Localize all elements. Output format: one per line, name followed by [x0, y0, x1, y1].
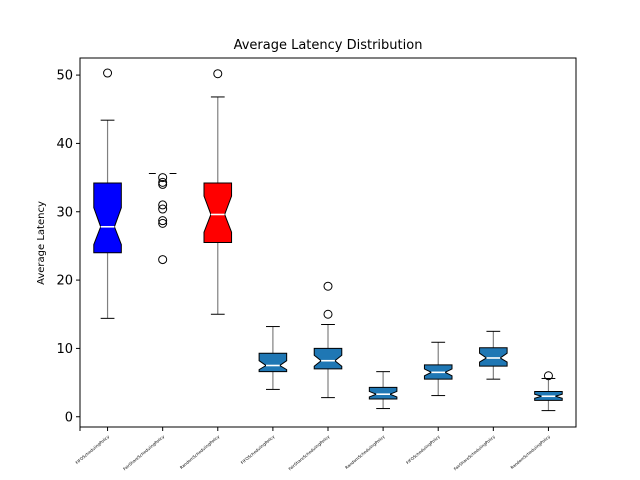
- x-tick-label: FIFOSchedulingPolicy: [74, 434, 110, 466]
- x-tick-label: FairShareSchedulingPolicy: [453, 434, 497, 472]
- chart-title: Average Latency Distribution: [234, 38, 423, 53]
- plot-area: [93, 68, 563, 412]
- outlier-point: [158, 218, 168, 228]
- outlier-point: [158, 200, 168, 210]
- box-body: [479, 347, 508, 367]
- outlier-point: [323, 281, 333, 291]
- y-tick-label: 30: [56, 205, 73, 220]
- box-body: [258, 352, 288, 373]
- x-axis: FIFOSchedulingPolicy FairShareSchedulingP…: [74, 427, 552, 472]
- outlier-point: [158, 216, 168, 226]
- x-tick-label: FairShareSchedulingPolicy: [122, 434, 166, 472]
- x-tick-label: FIFOSchedulingPolicy: [405, 434, 441, 466]
- y-tick-label: 50: [56, 69, 73, 84]
- outlier-point: [213, 69, 223, 79]
- outlier-point: [158, 177, 168, 187]
- outlier-point: [543, 371, 553, 381]
- y-tick-label: 20: [56, 274, 73, 289]
- y-axis-label: Average Latency: [36, 201, 47, 285]
- outlier-point: [158, 179, 168, 189]
- y-tick-label: 10: [56, 342, 73, 357]
- box-body: [203, 182, 233, 243]
- outlier-point: [323, 309, 333, 319]
- outlier-point: [103, 68, 113, 78]
- box-body: [313, 347, 343, 370]
- outlier-point: [158, 173, 168, 183]
- x-tick-label: RandomSchedulingPolicy: [344, 434, 386, 470]
- x-tick-label: RandomSchedulingPolicy: [509, 434, 551, 470]
- y-axis: 0 10 20 30 40 50: [56, 69, 80, 425]
- outlier-point: [158, 204, 168, 214]
- box-body: [368, 386, 398, 400]
- x-tick-label: FIFOSchedulingPolicy: [240, 434, 276, 466]
- y-tick-label: 40: [56, 137, 73, 152]
- box-body: [93, 182, 122, 254]
- x-tick-label: RandomSchedulingPolicy: [179, 434, 221, 470]
- x-tick-label: FairShareSchedulingPolicy: [287, 434, 331, 472]
- y-tick-label: 0: [65, 410, 73, 425]
- outlier-point: [158, 255, 168, 265]
